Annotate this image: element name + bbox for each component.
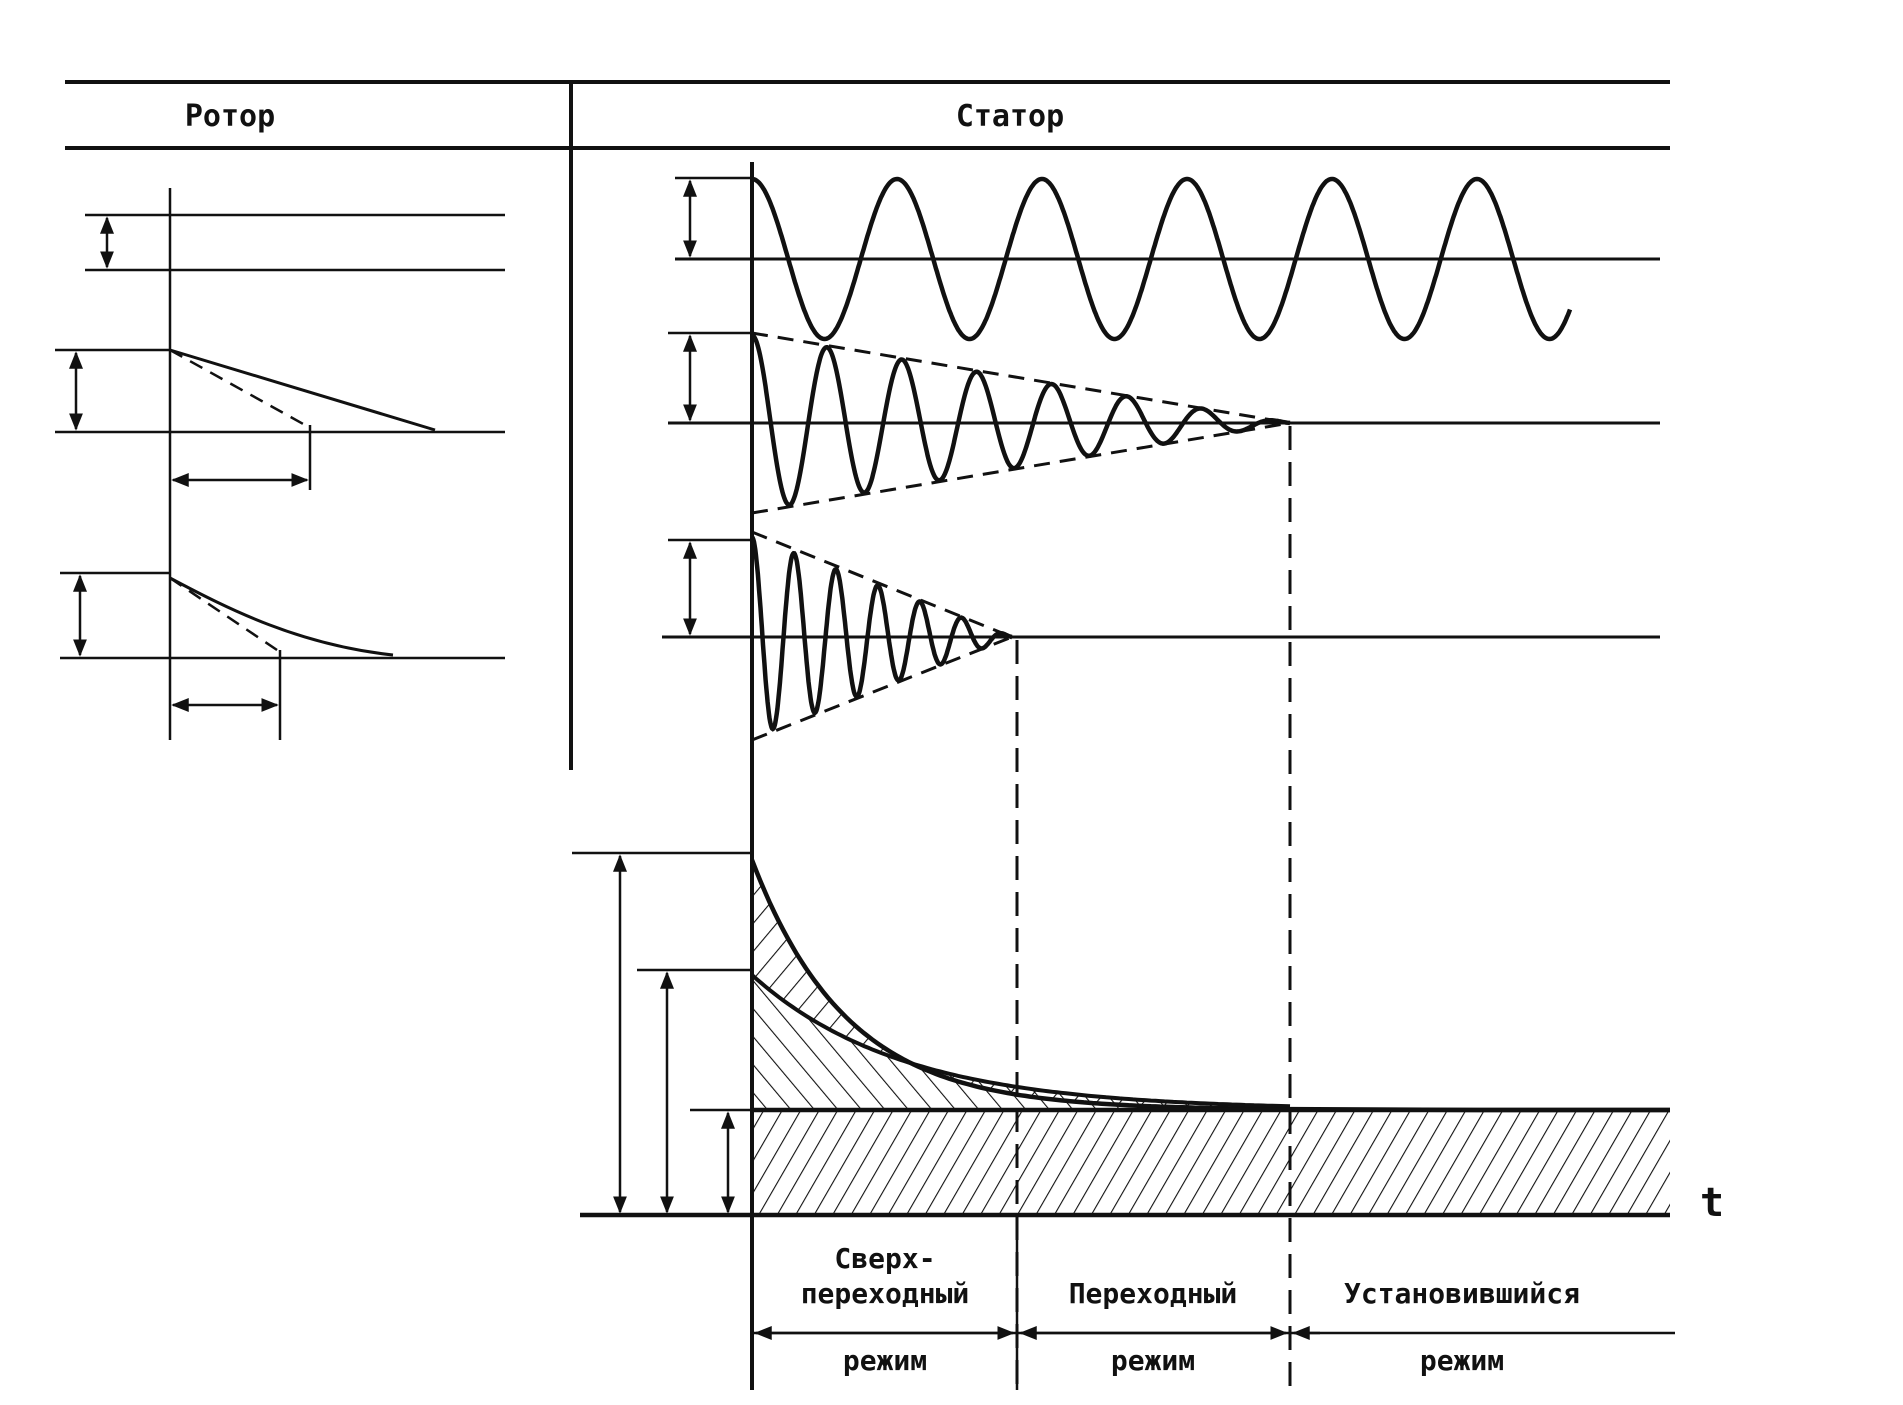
regime-3-label: Установившийся	[1344, 1277, 1580, 1310]
subtransient-decaying-wave	[750, 535, 1013, 732]
header-table	[65, 80, 1670, 770]
rotor-decay-component-2	[60, 571, 505, 740]
stator-steady-ac-component	[675, 176, 1660, 342]
regime-1-label-line2: переходный	[801, 1277, 970, 1310]
subtransient-lower-envelope	[751, 635, 1013, 742]
regime-scale	[752, 1215, 1675, 1390]
stator-column-title: Статор	[956, 99, 1064, 134]
regime-labels: Сверх- переходный режим Переходный режим…	[801, 1242, 1580, 1377]
rotor-decay-1-tangent	[169, 348, 306, 427]
transient-hatched-area	[752, 975, 1290, 1110]
transient-upper-envelope	[751, 331, 1291, 425]
subtransient-upper-envelope	[751, 530, 1013, 639]
rotor-decay-2-curve	[169, 576, 394, 657]
rotor-steady-component	[85, 213, 505, 272]
regime-3-mode: режим	[1420, 1344, 1504, 1377]
rotor-panel	[55, 188, 505, 740]
regime-2-mode: режим	[1111, 1344, 1195, 1377]
time-axis-label: t	[1700, 1180, 1724, 1226]
stator-subtransient-ac-component	[662, 530, 1660, 742]
steady-hatched-area	[752, 1110, 1670, 1215]
stator-panel	[572, 162, 1675, 1390]
rotor-decay-2-tangent	[169, 576, 281, 654]
rotor-decay-1-curve	[169, 348, 436, 432]
rotor-column-title: Ротор	[185, 99, 275, 134]
amplitude-envelope-diagram	[572, 851, 1670, 1218]
transient-envelope-curve	[750, 973, 1291, 1109]
transient-lower-envelope	[751, 421, 1291, 515]
rotor-decay-component-1	[55, 348, 505, 490]
steady-sine-wave	[751, 176, 1573, 342]
regime-1-label-line1: Сверх-	[834, 1242, 935, 1275]
regime-1-mode: режим	[843, 1344, 927, 1377]
stator-transient-ac-component	[668, 331, 1660, 515]
regime-2-label: Переходный	[1069, 1277, 1238, 1310]
transient-decaying-wave	[751, 332, 1291, 508]
